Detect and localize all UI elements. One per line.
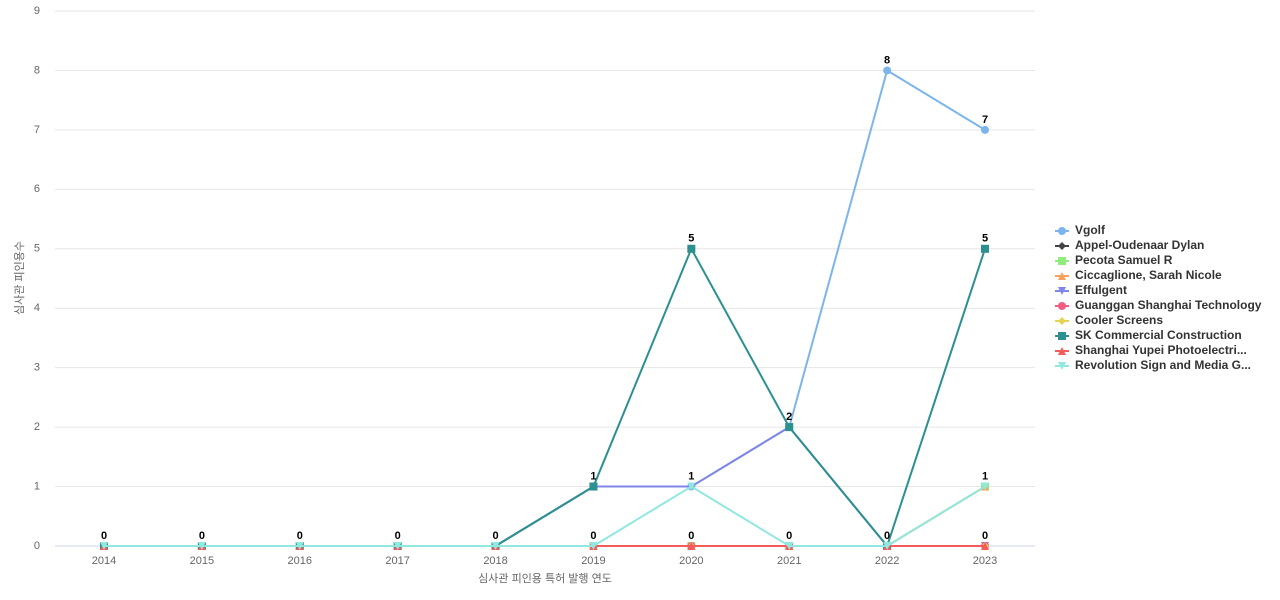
data-point <box>785 423 794 432</box>
x-tick-label: 2017 <box>385 555 409 567</box>
legend-label: Effulgent <box>1075 283 1127 297</box>
series-line <box>104 246 986 549</box>
x-tick-label: 2022 <box>875 555 899 567</box>
data-label: 0 <box>982 530 988 542</box>
legend-label: SK Commercial Construction <box>1075 328 1242 342</box>
legend-symbol <box>1058 362 1066 370</box>
data-label: 0 <box>884 530 890 542</box>
data-label: 8 <box>884 54 890 66</box>
y-tick-label: 0 <box>34 540 40 552</box>
data-point <box>687 542 696 550</box>
x-tick-label: 2014 <box>92 555 116 567</box>
x-tick-label: 2021 <box>777 555 801 567</box>
x-tick-label: 2023 <box>973 555 997 567</box>
x-tick-label: 2016 <box>288 555 312 567</box>
data-point <box>981 542 989 550</box>
data-label: 0 <box>590 530 596 542</box>
data-label: 0 <box>492 530 498 542</box>
legend-symbol <box>1058 347 1066 355</box>
data-label: 0 <box>297 530 303 542</box>
data-label: 5 <box>688 233 694 245</box>
legend-symbol <box>1058 257 1066 265</box>
data-label: 0 <box>101 530 107 542</box>
legend-label: Appel-Oudenaar Dylan <box>1075 238 1204 252</box>
data-point <box>883 542 892 550</box>
legend-symbol <box>1058 317 1066 325</box>
data-label: 0 <box>786 530 792 542</box>
legend-symbol <box>1058 287 1066 295</box>
data-label: 1 <box>982 470 988 482</box>
y-tick-label: 5 <box>34 243 40 255</box>
data-label: 0 <box>199 530 205 542</box>
legend-label: Revolution Sign and Media G... <box>1075 358 1251 372</box>
data-point <box>785 542 794 550</box>
data-point <box>687 244 696 253</box>
legend-label: Ciccaglione, Sarah Nicole <box>1075 268 1222 282</box>
data-point <box>981 125 989 134</box>
data-point <box>100 542 108 550</box>
x-tick-label: 2015 <box>190 555 214 567</box>
data-point <box>981 244 989 253</box>
data-point <box>589 482 598 491</box>
data-point <box>491 542 500 550</box>
data-label: 5 <box>982 233 988 245</box>
y-tick-label: 1 <box>34 480 40 492</box>
data-point <box>981 482 989 491</box>
data-label: 2 <box>786 411 792 423</box>
y-tick-label: 8 <box>34 64 40 76</box>
legend-label: Pecota Samuel R <box>1075 253 1173 267</box>
y-axis-title: 심사관 피인용수 <box>13 241 26 315</box>
y-tick-label: 7 <box>34 124 40 136</box>
legend-label: Shanghai Yupei Photoelectri... <box>1075 343 1247 357</box>
data-label: 0 <box>395 530 401 542</box>
legend-symbol <box>1058 227 1066 235</box>
data-point <box>197 542 206 550</box>
y-tick-label: 2 <box>34 421 40 433</box>
data-label: 1 <box>688 470 694 482</box>
data-point <box>687 482 696 491</box>
legend-symbol <box>1058 242 1066 250</box>
data-point <box>393 542 402 550</box>
legend-symbol <box>1058 272 1066 280</box>
data-point <box>589 542 598 550</box>
y-tick-label: 6 <box>34 183 40 195</box>
legend-label: Cooler Screens <box>1075 313 1163 327</box>
legend-symbol <box>1058 332 1066 340</box>
y-tick-label: 4 <box>34 302 40 314</box>
data-label: 0 <box>688 530 694 542</box>
data-point <box>883 66 892 75</box>
x-axis-title: 심사관 피인용 특허 발행 연도 <box>478 572 612 585</box>
legend-label: Vgolf <box>1075 223 1106 237</box>
legend-symbol <box>1058 302 1066 310</box>
legend-label: Guanggan Shanghai Technology <box>1075 298 1262 312</box>
data-point <box>295 542 304 550</box>
x-tick-label: 2020 <box>679 555 703 567</box>
x-tick-label: 2018 <box>483 555 507 567</box>
y-tick-label: 9 <box>34 5 40 17</box>
data-label: 7 <box>982 114 988 126</box>
y-tick-label: 3 <box>34 362 40 374</box>
x-tick-label: 2019 <box>581 555 605 567</box>
data-label: 1 <box>590 470 596 482</box>
series-line <box>104 485 986 547</box>
